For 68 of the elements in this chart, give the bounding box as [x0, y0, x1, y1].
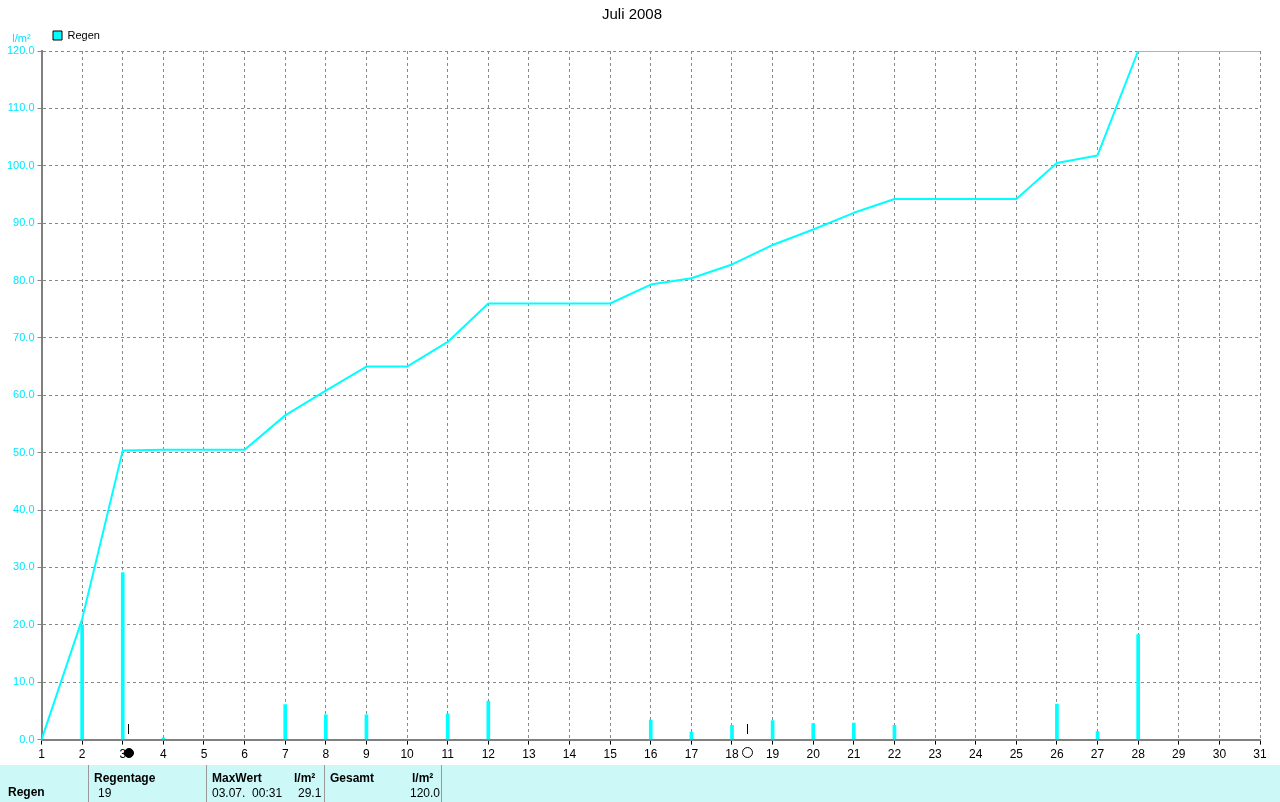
x-tick-label: 29	[1172, 747, 1186, 762]
bar	[486, 700, 491, 740]
y-tick-label: 40.0	[13, 503, 35, 516]
bar	[648, 719, 653, 740]
x-tick-label: 2	[78, 747, 86, 762]
bar	[324, 714, 328, 740]
bar	[120, 572, 125, 740]
text: 120.0	[410, 786, 441, 800]
x-tick-label: 11	[441, 747, 455, 762]
bar	[283, 704, 288, 740]
y-axis-title: l/m²	[12, 32, 32, 45]
legend-label: Regen	[67, 28, 100, 41]
bar	[1136, 634, 1140, 740]
x-tick-label: 26	[1050, 747, 1064, 762]
x-tick-label: 9	[363, 747, 371, 762]
x-tick-label: 30	[1212, 747, 1227, 762]
text: l/m²	[294, 771, 316, 785]
x-tick-label: 28	[1131, 747, 1146, 762]
chart-title: Juli 2008	[601, 5, 663, 23]
y-tick-label: 30.0	[13, 560, 35, 573]
y-tick-label: 80.0	[13, 273, 35, 286]
text: 03.07. 00:31	[212, 786, 283, 800]
x-tick-label: 16	[644, 747, 658, 762]
x-tick-label: 7	[281, 747, 289, 762]
x-tick-label: 19	[765, 747, 780, 762]
x-tick-label: 31	[1253, 747, 1267, 762]
x-tick-label: 15	[603, 747, 618, 762]
x-tick-label: 18	[725, 747, 739, 762]
y-tick-label: 60.0	[13, 388, 35, 401]
x-tick-label: 6	[241, 747, 249, 762]
x-tick-label: 10	[400, 747, 415, 762]
text: Regen	[8, 785, 45, 799]
x-tick-label: 24	[969, 747, 983, 762]
y-tick-label: 110.0	[7, 101, 35, 114]
bar	[1055, 703, 1059, 740]
bar	[445, 713, 450, 740]
x-tick-label: 23	[928, 747, 943, 762]
x-tick-label: 21	[847, 747, 861, 762]
bar	[811, 723, 816, 740]
y-tick-label: 20.0	[13, 617, 35, 630]
x-tick-label: 17	[684, 747, 699, 762]
text: 19	[98, 786, 112, 800]
x-tick-label: 12	[481, 747, 496, 762]
x-tick-label: 3	[119, 747, 127, 762]
text: l/m²	[412, 771, 434, 785]
x-tick-label: 20	[806, 747, 821, 762]
x-tick-label: 14	[562, 747, 577, 762]
x-tick-label: 8	[322, 747, 330, 762]
text: MaxWert	[212, 771, 262, 785]
text: Regentage	[94, 771, 156, 785]
y-tick-label: 100.0	[7, 158, 35, 171]
text: Gesamt	[330, 771, 375, 785]
text: 29.1	[298, 786, 322, 800]
y-tick-label: 0.0	[19, 732, 35, 745]
x-tick-label: 25	[1009, 747, 1024, 762]
x-tick-label: 13	[522, 747, 536, 762]
bar	[852, 722, 856, 740]
y-tick-label: 90.0	[13, 216, 35, 229]
x-tick-label: 5	[200, 747, 208, 762]
x-tick-label: 22	[887, 747, 902, 762]
bar	[730, 724, 734, 740]
y-tick-label: 10.0	[13, 675, 35, 688]
y-tick-label: 70.0	[13, 330, 35, 343]
y-tick-label: 120.0	[7, 44, 35, 57]
x-tick-label: 4	[160, 747, 168, 762]
x-tick-label: 27	[1090, 747, 1105, 762]
x-tick-label: 1	[38, 747, 46, 762]
y-tick-label: 50.0	[13, 445, 35, 458]
